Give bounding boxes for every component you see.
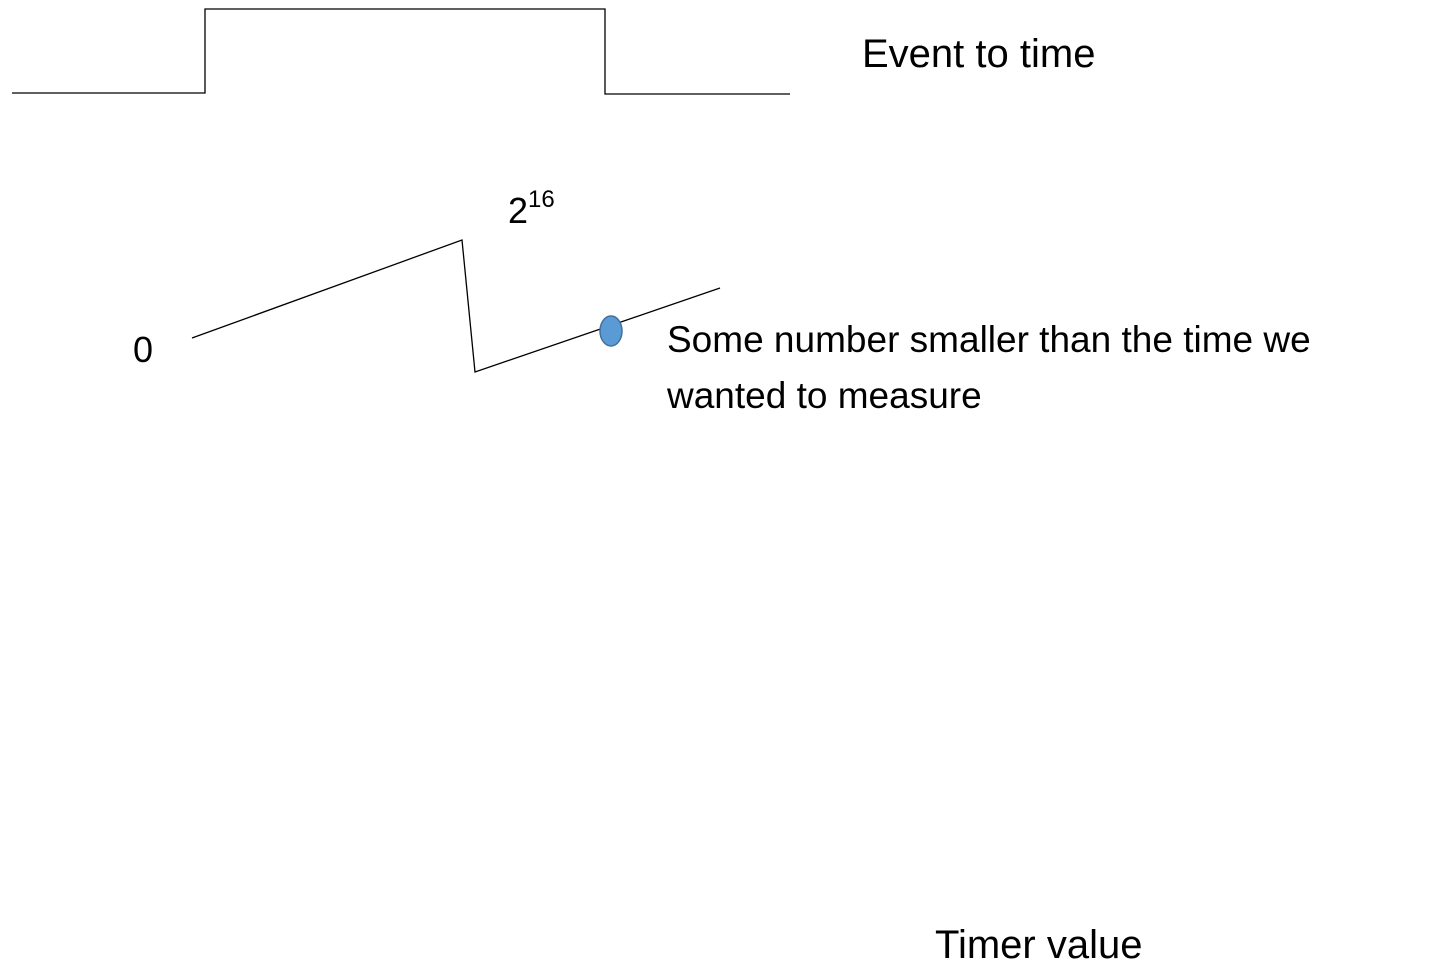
annotation-line: Some number smaller than the time we [667, 319, 1311, 360]
event-pulse [12, 8, 790, 95]
start-label: 0 [133, 329, 153, 370]
max-label-base: 2 [508, 190, 528, 231]
timer-sawtooth [191, 239, 721, 373]
signal-label: Event to time [862, 32, 1095, 76]
axis-label: Timer value [935, 923, 1142, 967]
annotation-line: wanted to measure [666, 375, 982, 416]
max-label: 216 [508, 186, 555, 231]
capture-point [599, 315, 623, 347]
max-label-exponent: 16 [528, 186, 555, 213]
